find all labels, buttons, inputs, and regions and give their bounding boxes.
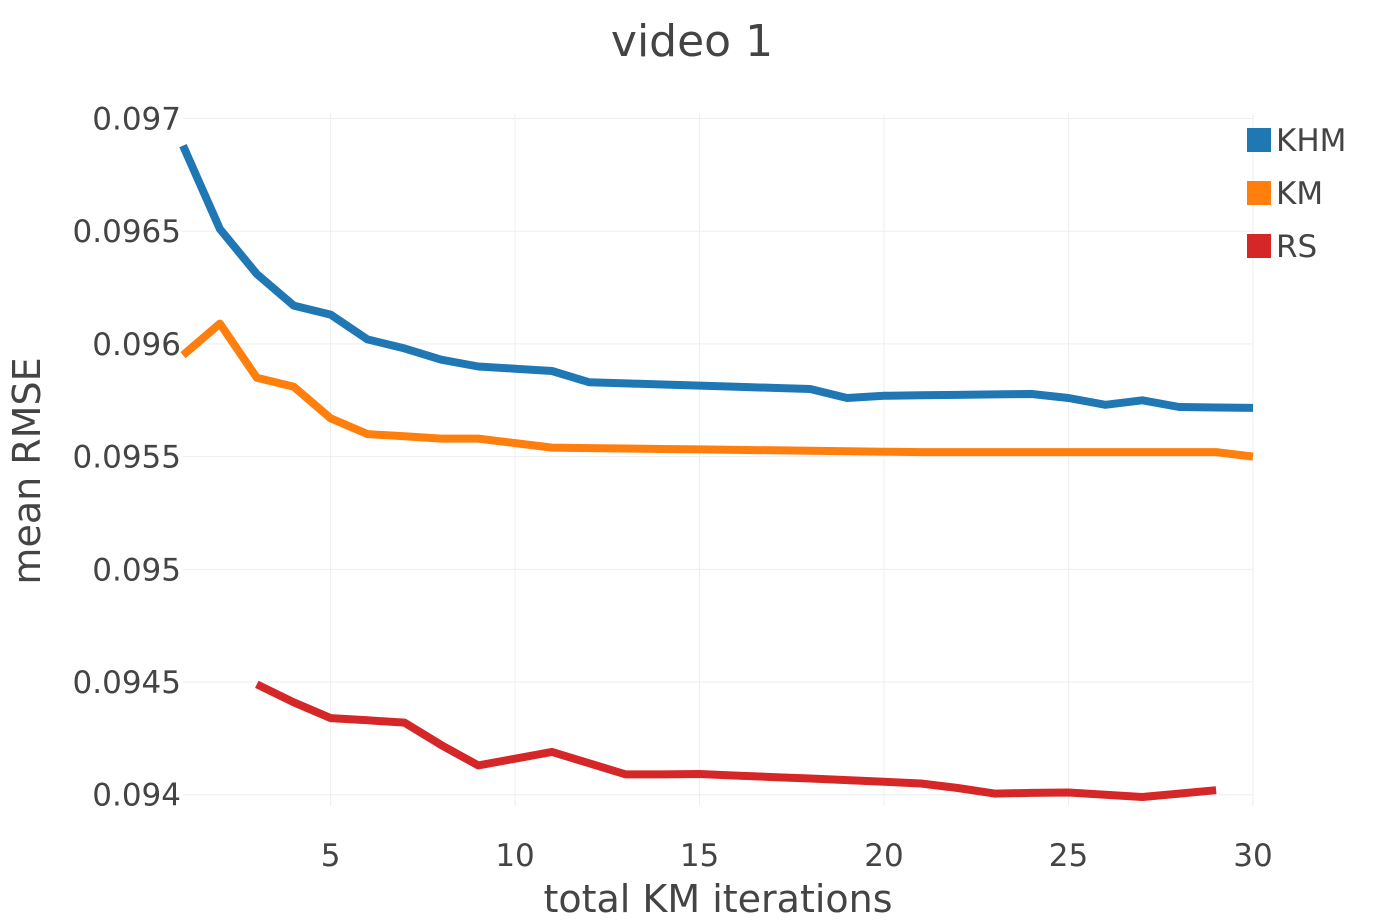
x-tick-label: 15 [680,838,719,874]
series-line-rs [255,680,1217,801]
y-axis-label: mean RMSE [5,357,49,584]
legend-swatch [1247,181,1271,205]
x-tick-label: 25 [1049,838,1088,874]
series-khm [179,143,1254,412]
y-tick-label: 0.096 [92,327,181,363]
grid-layer [183,114,1254,806]
legend-item-khm[interactable]: KHM [1247,123,1346,159]
y-tick-label: 0.0955 [73,440,181,476]
legend-label: KM [1276,176,1323,212]
y-tick-label: 0.094 [92,778,181,814]
series-line-km [180,319,1254,461]
y-tick-label: 0.0945 [73,665,181,701]
legend-swatch [1247,234,1271,258]
series-layer [179,143,1254,801]
x-axis-label: total KM iterations [543,877,892,921]
tick-layer: 0.094 0.0945 0.095 0.0955 0.096 0.0965 0.097 5 1… [73,102,1273,874]
series-rs [255,680,1217,801]
x-tick-label: 10 [495,838,534,874]
legend-item-rs[interactable]: RS [1247,229,1317,265]
y-tick-label: 0.0965 [73,214,181,250]
legend: KHM KM RS [1247,123,1346,265]
legend-item-km[interactable]: KM [1247,176,1323,212]
x-tick-label: 5 [321,838,341,874]
legend-swatch [1247,128,1271,152]
x-tick-label: 20 [864,838,903,874]
y-tick-label: 0.095 [92,552,181,588]
legend-label: KHM [1276,123,1346,159]
x-tick-label: 30 [1233,838,1272,874]
y-tick-label: 0.097 [92,102,181,138]
series-line-khm [179,143,1254,412]
series-km [180,319,1254,461]
chart-title: video 1 [611,16,773,67]
legend-label: RS [1276,229,1317,265]
